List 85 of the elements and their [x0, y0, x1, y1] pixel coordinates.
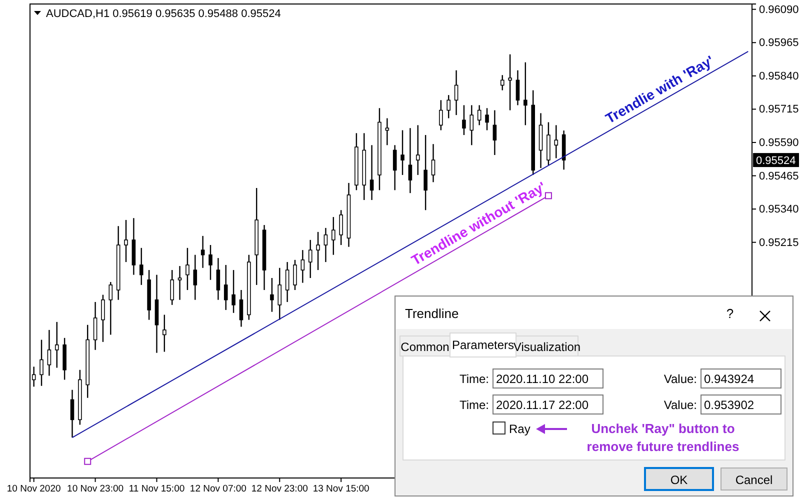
candlestick	[178, 265, 182, 300]
y-tick-label: 0.96090	[759, 4, 799, 16]
candlestick	[108, 281, 113, 336]
candlestick	[492, 110, 497, 156]
candlestick	[500, 74, 504, 91]
candlestick	[308, 239, 312, 279]
candlestick	[124, 219, 128, 263]
x-tick-label: 10 Nov 2020	[6, 484, 61, 495]
annotation: Common	[400, 340, 450, 354]
candlestick	[224, 264, 228, 311]
annotation: remove future trendlines	[586, 439, 740, 454]
candlestick	[208, 244, 212, 280]
candlestick	[416, 124, 420, 176]
candlestick	[385, 118, 390, 146]
candlestick	[408, 127, 412, 194]
annotation: Parameters	[452, 338, 514, 352]
candlestick	[485, 108, 489, 131]
candlestick	[431, 143, 436, 183]
candlestick	[392, 144, 397, 191]
candlestick	[270, 277, 274, 312]
candlestick	[339, 210, 343, 246]
y-tick-label: 0.95840	[759, 70, 799, 82]
candlestick	[216, 257, 220, 300]
candlestick	[162, 314, 166, 352]
candlestick	[170, 269, 174, 306]
candlestick	[300, 249, 305, 284]
y-tick-label: 0.95215	[759, 236, 799, 249]
candlestick	[293, 259, 297, 291]
annotation: Time:	[459, 372, 489, 386]
y-tick-label: 0.95465	[759, 170, 799, 182]
candlestick	[278, 267, 282, 320]
candlestick	[93, 301, 98, 351]
candlestick	[54, 321, 59, 368]
candlestick	[516, 70, 520, 106]
candlestick	[400, 130, 404, 176]
annotation: 2020.11.10 22:00	[496, 372, 589, 386]
annotation: Visualization	[513, 340, 581, 354]
annotation: Trendline	[405, 306, 459, 321]
candlestick	[232, 269, 236, 314]
annotation: Value:	[664, 372, 697, 386]
annotation: 0.953902	[704, 398, 754, 412]
candlestick	[139, 247, 144, 286]
x-tick-label: 12 Nov 23:00	[251, 484, 308, 495]
candlestick	[239, 289, 244, 328]
candlestick	[439, 100, 443, 131]
candlestick	[554, 124, 558, 159]
candlestick	[477, 104, 482, 126]
candlestick	[424, 134, 428, 211]
candlestick	[370, 144, 374, 201]
annotation: Unchek 'Ray" button to	[591, 421, 735, 436]
candlestick	[508, 54, 512, 111]
candlestick	[524, 62, 528, 126]
annotation: Ray	[509, 422, 530, 436]
candlestick	[70, 389, 74, 438]
y-tick-label: 0.95590	[759, 136, 799, 149]
y-tick-label: 0.95340	[759, 204, 799, 216]
annotation: 0.943924	[704, 372, 754, 386]
candlestick	[101, 294, 105, 343]
candlestick	[316, 231, 320, 271]
candlestick	[470, 104, 474, 146]
x-tick-label: 11 Nov 15:00	[128, 484, 185, 495]
annotation: ?	[726, 306, 734, 321]
candlestick	[331, 216, 336, 256]
candlestick	[446, 94, 451, 119]
x-tick-label: 12 Nov 07:00	[190, 484, 246, 495]
candlestick	[193, 254, 198, 300]
candlestick	[462, 104, 466, 136]
candlestick	[285, 261, 290, 303]
y-tick-label: 0.95715	[759, 104, 799, 116]
annotation: Time:	[459, 398, 489, 412]
candlestick	[200, 235, 205, 268]
text: 0.95524	[756, 155, 796, 168]
x-tick-label: 13 Nov 15:00	[312, 484, 370, 495]
annotation: Cancel	[735, 473, 773, 487]
chart-title: AUDCAD,H1 0.95619 0.95635 0.95488 0.95524	[46, 8, 281, 20]
candlestick	[40, 339, 44, 386]
candlestick	[47, 329, 52, 376]
candlestick	[186, 247, 190, 291]
annotation: OK	[670, 473, 688, 487]
annotation: Value:	[664, 398, 697, 412]
annotation: 2020.11.17 22:00	[496, 398, 589, 412]
x-tick-label: 10 Nov 23:00	[67, 484, 124, 495]
y-tick-label: 0.95965	[759, 37, 799, 50]
candlestick	[454, 70, 458, 116]
candlestick	[324, 227, 328, 263]
